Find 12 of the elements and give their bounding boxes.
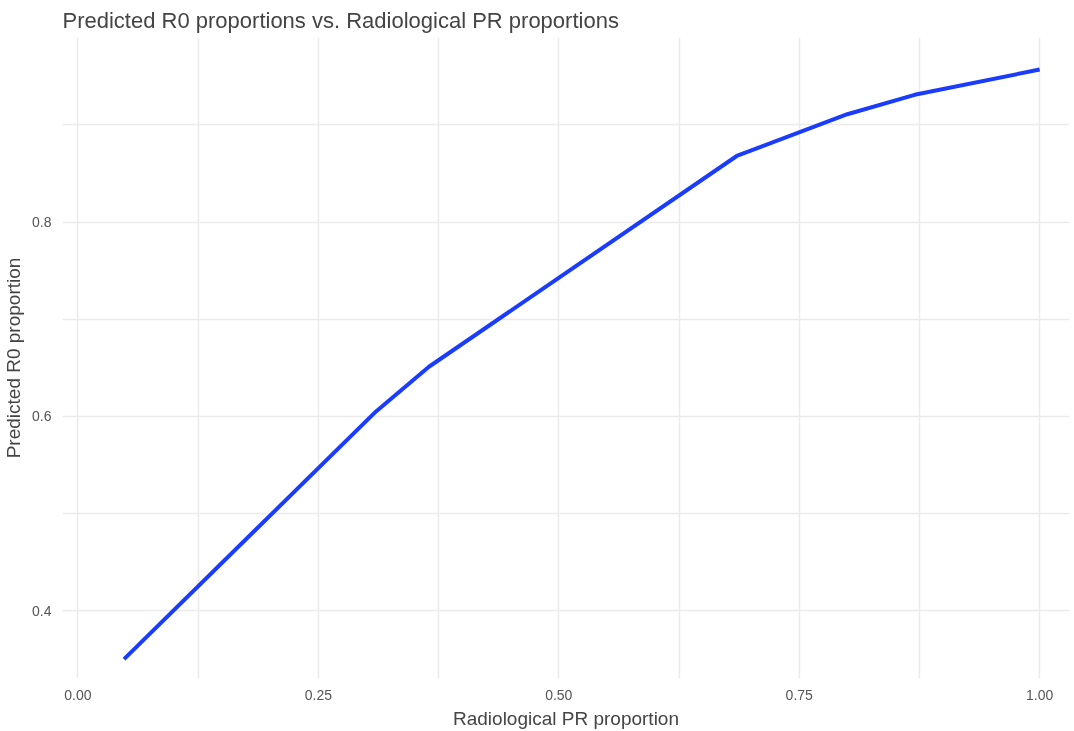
x-tick-label: 0.75 [785, 686, 814, 703]
y-tick-label: 0.4 [32, 602, 52, 619]
y-axis-title: Predicted R0 proportion [3, 257, 25, 459]
x-tick-label: 0.25 [304, 686, 333, 703]
line-series [122, 67, 1042, 662]
x-tick-label: 0.50 [545, 686, 573, 703]
y-tick-label: 0.6 [32, 408, 52, 425]
x-axis-title: Radiological PR proportion [452, 707, 680, 729]
x-tick-label: 1.00 [1026, 686, 1054, 703]
chart-title: Predicted R0 proportions vs. Radiological PR proportions [62, 7, 619, 33]
y-tick-label: 0.8 [32, 214, 52, 231]
x-tick-label: 0.00 [64, 686, 92, 703]
